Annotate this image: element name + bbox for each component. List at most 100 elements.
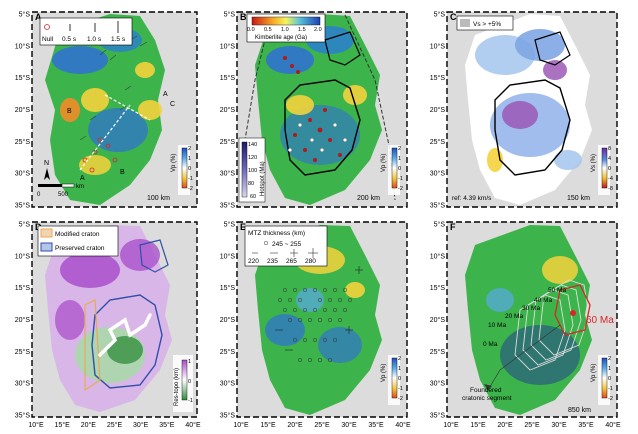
- y-tick-label: 25°S: [430, 348, 446, 356]
- axes: 5°S10°S15°S20°S25°S30°S35°S5°S10°S15°S20…: [15, 11, 621, 430]
- y-tick-label: 5°S: [434, 221, 446, 229]
- y-tick-label: 10°S: [430, 252, 446, 260]
- panel-b: B 0.0 0.5 1.0 1.5 2.0 Kimberlite age (Ga…: [236, 11, 408, 208]
- y-tick-label: 10°S: [15, 42, 31, 50]
- y-tick-label: 30°S: [220, 380, 236, 388]
- y-tick-label: 30°S: [430, 170, 446, 178]
- x-tick-label: 20°E: [81, 421, 97, 429]
- legend-preserved: Preserved craton: [55, 245, 105, 252]
- panel-c: C Vs > +5% ref: 4.39 km/s 150 km Vs (%) …: [446, 11, 618, 208]
- panel-a-legend: [39, 17, 133, 46]
- panel-e-tick-1: 1: [398, 366, 401, 372]
- panel-d-cbar-label: Res-topo (km): [174, 368, 180, 406]
- y-tick-label: 15°S: [15, 74, 31, 82]
- x-tick-label: 10°E: [443, 421, 459, 429]
- vs-swatch: [460, 19, 470, 27]
- x-tick-label: 10°E: [28, 421, 44, 429]
- age-20: 20 Ma: [505, 313, 523, 320]
- x-tick-label: 40°E: [605, 421, 621, 429]
- y-tick-label: 25°S: [15, 348, 31, 356]
- kimb-tick-0: 0.0: [247, 27, 255, 33]
- age-50: 50 Ma: [548, 287, 566, 294]
- y-tick-label: 15°S: [220, 284, 236, 292]
- panel-d-colorbar: [181, 359, 188, 401]
- kimb-tick-1: 0.5: [264, 27, 272, 33]
- y-tick-label: 5°S: [19, 221, 31, 229]
- y-tick-label: 5°S: [224, 11, 236, 19]
- panel-c-tick-3: -4: [608, 176, 613, 182]
- x-tick-label: 10°E: [233, 421, 249, 429]
- panel-c-ref: ref: 4.39 km/s: [452, 195, 492, 202]
- age-40: 40 Ma: [534, 297, 552, 304]
- x-tick-label: 40°E: [185, 421, 201, 429]
- y-tick-label: 30°S: [15, 170, 31, 178]
- panel-f-tick-1: 1: [608, 366, 611, 372]
- panel-c-depth: 150 km: [567, 195, 590, 202]
- y-tick-label: 20°S: [430, 106, 446, 114]
- panel-f-cbar-label: Vp (%): [591, 364, 597, 382]
- panel-d: D Modified craton Preserved craton Res-t…: [31, 221, 198, 418]
- kimberlite-title: Kimberlite age (Ga): [255, 35, 307, 41]
- scale-500: 500: [58, 192, 69, 198]
- scale-km: km: [76, 184, 84, 190]
- label-b1: B: [67, 108, 72, 115]
- scale-zero: 0: [37, 192, 41, 198]
- y-tick-label: 35°S: [15, 412, 31, 420]
- panel-a-cbar-ticks: 2 1 0 -1 -2: [188, 146, 193, 192]
- x-tick-label: 35°E: [578, 421, 594, 429]
- hotspot-marker-icon: [570, 310, 576, 316]
- panel-c-letter: C: [450, 12, 457, 22]
- x-tick-label: 20°E: [497, 421, 513, 429]
- panel-e-tick-3: -1: [398, 386, 403, 392]
- panel-a-colorbar: [181, 147, 188, 189]
- scale-bar: [38, 184, 62, 187]
- legend-1-5s: 1.5 s: [111, 36, 126, 43]
- panel-f-colorbar: [601, 357, 608, 399]
- panel-b-tick-2: 0: [398, 166, 401, 172]
- label-a1: A: [163, 91, 168, 98]
- mtz-row1: 245 ~ 255: [272, 241, 301, 248]
- preserved-craton-swatch: [40, 242, 53, 252]
- x-tick-label: 15°E: [55, 421, 71, 429]
- age-10: 10 Ma: [488, 322, 506, 329]
- kimb-tick-4: 2.0: [314, 27, 322, 33]
- panel-f-tick-0: 2: [608, 356, 611, 362]
- north-arrow-icon: [44, 168, 50, 180]
- svg-text:2: 2: [188, 146, 191, 152]
- hot-tick-1: 120: [248, 155, 257, 161]
- modified-craton-swatch: [40, 228, 53, 238]
- legend-modified: Modified craton: [55, 231, 100, 238]
- age-0: 0 Ma: [483, 341, 498, 348]
- svg-text:0: 0: [188, 166, 191, 172]
- y-tick-label: 5°S: [19, 11, 31, 19]
- north-label: N: [44, 160, 49, 167]
- panel-f-tick-4: -2: [608, 396, 613, 402]
- mtz-280: 280: [305, 258, 316, 265]
- y-tick-label: 10°S: [430, 42, 446, 50]
- y-tick-label: 20°S: [220, 316, 236, 324]
- svg-text:1: 1: [188, 156, 191, 162]
- kimb-tick-2: 1.0: [281, 27, 289, 33]
- y-tick-label: 15°S: [15, 284, 31, 292]
- y-tick-label: 5°S: [224, 221, 236, 229]
- age-60-label: 60 Ma: [586, 315, 614, 326]
- y-tick-label: 10°S: [220, 252, 236, 260]
- label-c: C: [170, 101, 175, 108]
- y-tick-label: 20°S: [220, 106, 236, 114]
- x-tick-label: 25°E: [524, 421, 540, 429]
- x-tick-label: 15°E: [470, 421, 486, 429]
- panel-e-tick-4: -2: [398, 396, 403, 402]
- x-tick-label: 25°E: [107, 421, 123, 429]
- y-tick-label: 25°S: [430, 138, 446, 146]
- panel-a-depth: 100 km: [147, 195, 170, 202]
- foundered-line2: cratonic segment: [462, 395, 512, 402]
- x-tick-label: 35°E: [159, 421, 175, 429]
- mtz-legend: [244, 225, 328, 267]
- panel-e-cbar-label: Vp (%): [381, 364, 387, 382]
- panel-c-colorbar: [601, 147, 608, 189]
- age-30: 30 Ma: [522, 305, 540, 312]
- panel-f-letter: F: [450, 222, 456, 232]
- y-tick-label: 35°S: [430, 412, 446, 420]
- mtz-circle-symbol: [263, 240, 269, 246]
